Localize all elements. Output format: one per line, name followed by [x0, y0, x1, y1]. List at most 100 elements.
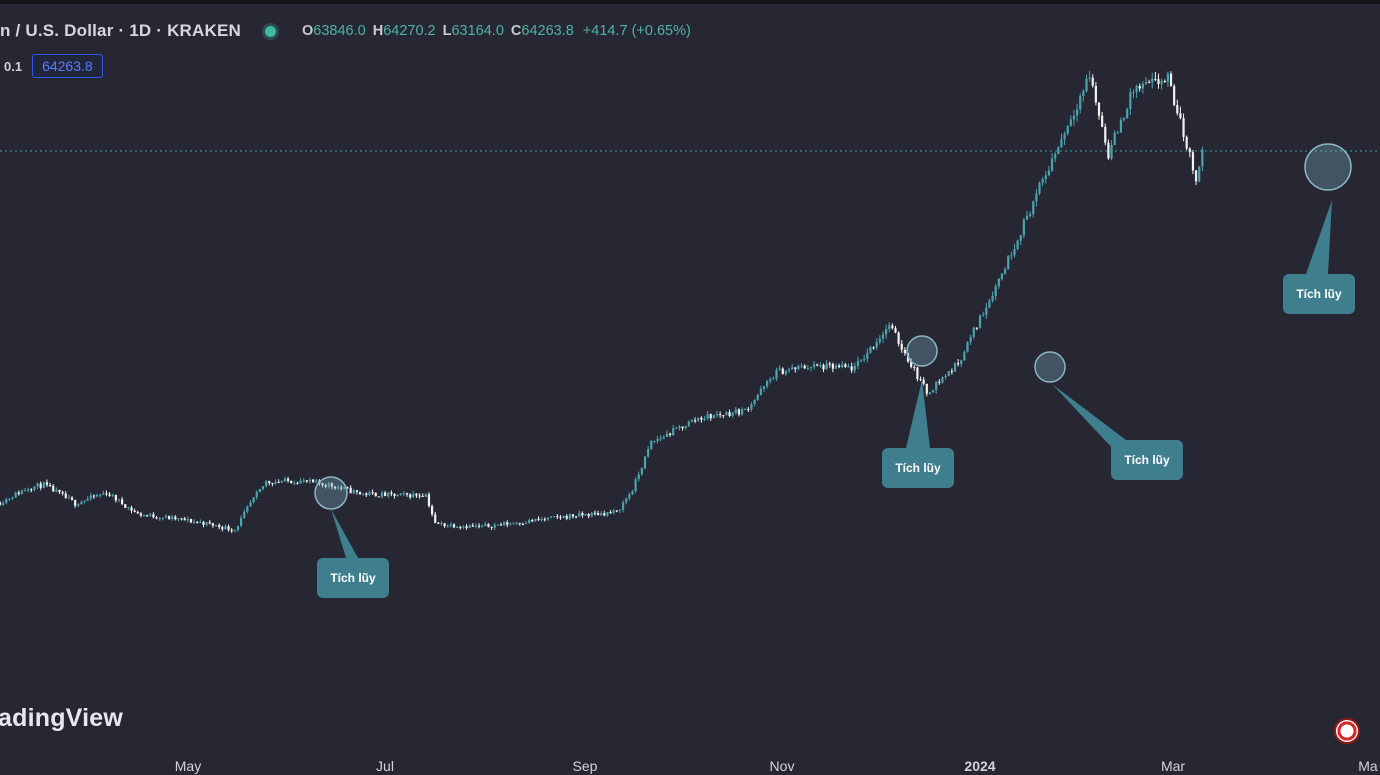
candle	[559, 515, 562, 520]
candle	[596, 510, 600, 516]
candle	[1038, 181, 1041, 196]
callout-label: Tích lũy	[330, 571, 376, 585]
candle	[969, 334, 972, 345]
candle	[766, 379, 769, 389]
candle	[258, 488, 261, 493]
candle	[781, 367, 784, 375]
candle	[1066, 125, 1069, 136]
candle	[690, 419, 694, 423]
candle	[346, 486, 349, 489]
symbol-legend[interactable]: n / U.S. Dollar · 1D · KRAKEN O63846.0 H…	[0, 18, 691, 44]
market-status-dot-icon	[265, 25, 276, 37]
candle	[888, 322, 891, 333]
candle	[224, 524, 227, 530]
candle	[834, 363, 838, 369]
candle	[277, 479, 280, 484]
candle	[1079, 93, 1082, 114]
candle	[327, 481, 330, 489]
candle	[48, 482, 52, 488]
candle	[271, 482, 274, 487]
candle	[897, 331, 900, 347]
candle	[809, 366, 813, 372]
candle	[800, 363, 803, 369]
candle	[931, 389, 935, 393]
candle	[1191, 149, 1195, 175]
candle	[180, 518, 183, 521]
candle	[1154, 71, 1157, 81]
x-axis: rMayJulSepNov2024MarMa	[175, 758, 1378, 774]
candle	[23, 487, 27, 492]
candle	[775, 367, 778, 381]
candle	[650, 439, 653, 450]
candle	[1141, 81, 1144, 94]
candle	[957, 359, 960, 367]
x-tick-label: May	[175, 758, 201, 774]
candle	[11, 496, 14, 501]
candle	[402, 490, 406, 497]
candle	[1148, 79, 1151, 84]
candle	[1144, 77, 1148, 86]
candle	[158, 516, 161, 521]
candle	[881, 331, 885, 343]
candle	[762, 385, 766, 392]
candle	[1060, 133, 1063, 148]
candle	[349, 485, 352, 494]
candle	[668, 432, 672, 438]
candle	[1151, 72, 1154, 89]
candle	[30, 488, 33, 493]
indicator-value: 0.1	[4, 58, 23, 74]
candle	[875, 338, 878, 350]
candle	[831, 362, 834, 373]
candle	[947, 370, 950, 377]
candle	[916, 366, 919, 382]
candle	[568, 513, 571, 521]
candle	[740, 407, 744, 416]
accumulation-callout: Tích lũy	[314, 476, 389, 598]
candle	[1129, 88, 1132, 116]
candle	[293, 480, 296, 486]
candle	[982, 311, 985, 317]
candle	[421, 493, 424, 498]
candle	[249, 500, 252, 508]
ohlc-high: H64270.2	[373, 23, 436, 39]
candle	[337, 485, 340, 490]
candle	[246, 505, 249, 514]
us-flag-icon[interactable]	[1334, 718, 1360, 744]
last-price-box[interactable]: 64263.8	[32, 54, 103, 78]
candle	[499, 522, 503, 526]
candle	[944, 373, 947, 380]
indicator-legend[interactable]: 0.1 64263.8	[0, 52, 103, 80]
candle	[703, 416, 706, 422]
candle	[286, 476, 290, 483]
candle	[333, 486, 337, 490]
candle	[634, 477, 637, 494]
candle	[728, 409, 731, 418]
candle	[659, 435, 662, 442]
candle	[656, 435, 659, 444]
ohlc-low-value: 63164.0	[451, 23, 504, 39]
symbol-title[interactable]: n / U.S. Dollar · 1D · KRAKEN	[0, 21, 241, 40]
candle	[1138, 83, 1141, 92]
candle	[803, 364, 806, 370]
candle	[1007, 255, 1010, 270]
candle	[919, 376, 922, 382]
candle	[910, 358, 913, 369]
candle	[415, 493, 418, 499]
candle	[553, 515, 556, 518]
candle	[152, 512, 155, 519]
candle	[2, 500, 5, 506]
candle	[468, 524, 471, 529]
x-tick-label: Ma	[1358, 758, 1378, 774]
candle	[1169, 71, 1173, 87]
candle	[274, 479, 277, 485]
candle	[177, 518, 180, 522]
candle	[396, 494, 399, 497]
candle	[1160, 78, 1163, 90]
candle	[725, 410, 728, 416]
x-tick-label: Sep	[573, 758, 598, 774]
candle	[856, 356, 860, 370]
candle	[1166, 71, 1170, 87]
candle	[950, 368, 953, 375]
candle	[662, 435, 665, 440]
